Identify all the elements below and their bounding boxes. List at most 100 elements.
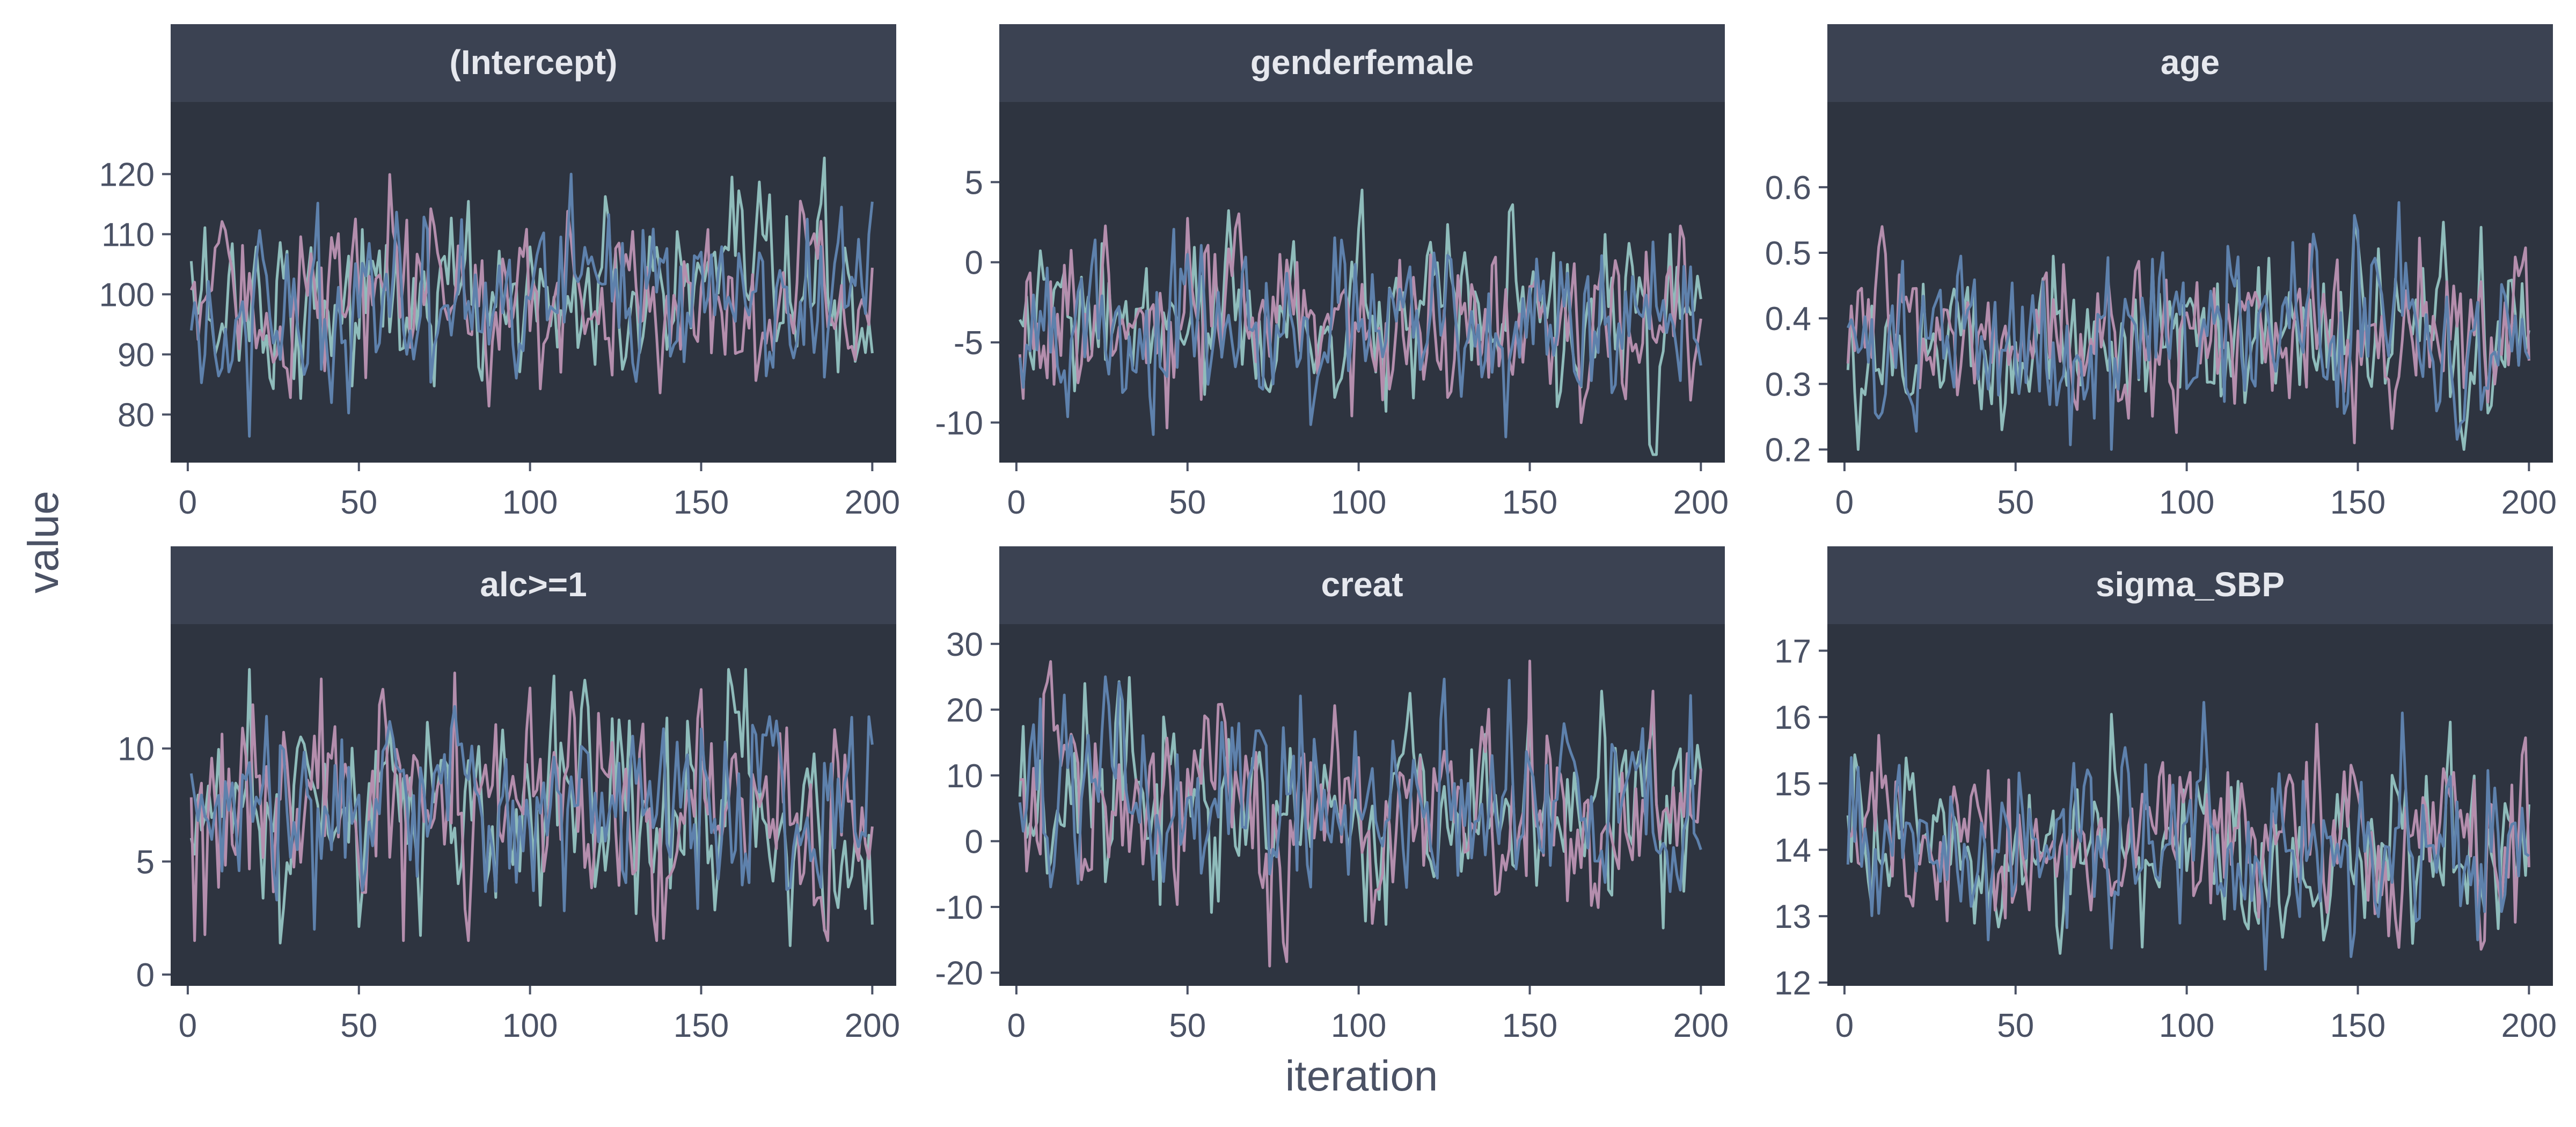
x-tick-label: 150 <box>2330 1007 2385 1044</box>
facet-title: creat <box>1321 565 1403 604</box>
facet-strip <box>171 546 896 624</box>
x-tick-label: 200 <box>2501 484 2557 521</box>
x-tick-label: 0 <box>1007 484 1026 521</box>
y-tick-label: 120 <box>99 156 155 193</box>
chain-3-trace <box>1846 701 2530 971</box>
y-tick-label: 5 <box>965 164 983 201</box>
y-tick-label: 0.2 <box>1765 432 1811 469</box>
x-tick-label: 100 <box>1331 484 1386 521</box>
chain-traces <box>1018 188 1702 456</box>
x-tick-label: 200 <box>1673 484 1729 521</box>
x-tick-label: 0 <box>179 484 197 521</box>
x-tick-label: 200 <box>1673 1007 1729 1044</box>
chain-1-trace <box>189 668 874 947</box>
y-tick-label: 80 <box>118 397 155 434</box>
facet-strip <box>1827 24 2553 102</box>
chain-traces <box>189 668 874 947</box>
y-tick-label: 110 <box>101 216 155 253</box>
x-axis-title: iteration <box>1285 1052 1438 1100</box>
y-axis-title: value <box>19 491 67 593</box>
y-tick-label: 10 <box>118 731 155 768</box>
facet-panel: creat -20 -10 0 10 20 30 0 50 100 150 200 <box>935 546 1729 1044</box>
x-tick-label: 50 <box>340 1007 377 1044</box>
chain-2-trace <box>1847 722 2530 951</box>
y-tick-label: 90 <box>118 336 155 374</box>
y-tick-label: 5 <box>136 844 155 881</box>
facet-strip <box>1827 546 2553 624</box>
y-tick-label: 0 <box>965 823 983 860</box>
x-tick-label: 150 <box>674 1007 729 1044</box>
plot-panel-background <box>1827 102 2553 463</box>
x-tick-label: 150 <box>1502 1007 1557 1044</box>
y-tick-label: 0.4 <box>1765 301 1811 338</box>
x-tick-label: 150 <box>674 484 729 521</box>
plot-panel-background <box>171 624 896 986</box>
y-tick-label: 0.5 <box>1765 235 1811 272</box>
chain-2-trace <box>1846 225 2530 444</box>
x-tick-label: 150 <box>1502 484 1557 521</box>
x-tick-label: 0 <box>1835 484 1854 521</box>
x-tick-label: 100 <box>1331 1007 1386 1044</box>
y-tick-label: 20 <box>946 692 983 729</box>
x-tick-label: 50 <box>1169 484 1206 521</box>
y-tick-label: 0 <box>136 957 155 994</box>
chain-traces <box>1846 201 2530 451</box>
y-tick-label: -10 <box>935 405 983 442</box>
x-tick-label: 100 <box>2159 484 2214 521</box>
chain-traces <box>1846 701 2530 971</box>
facet-title: age <box>2161 43 2220 82</box>
x-tick-label: 50 <box>340 484 377 521</box>
x-tick-label: 200 <box>845 484 900 521</box>
y-tick-label: 30 <box>946 626 983 663</box>
x-tick-label: 150 <box>2330 484 2385 521</box>
x-tick-label: 0 <box>1007 1007 1026 1044</box>
facet-panel: age 0.2 0.3 0.4 0.5 0.6 0 50 100 150 200 <box>1765 24 2557 521</box>
chain-3-trace <box>1846 201 2530 451</box>
x-tick-label: 100 <box>2159 1007 2214 1044</box>
x-tick-label: 0 <box>1835 1007 1854 1044</box>
facet-title: (Intercept) <box>450 43 618 82</box>
y-tick-label: -10 <box>935 889 983 926</box>
chain-3-trace <box>1018 228 1702 438</box>
chain-2-trace <box>189 671 874 942</box>
chain-3-trace <box>1018 675 1702 893</box>
chain-traces <box>1018 660 1702 968</box>
y-tick-label: 0.6 <box>1765 170 1811 207</box>
y-tick-label: 0.3 <box>1765 366 1811 403</box>
chain-1-trace <box>189 156 874 400</box>
facet-title: alc>=1 <box>480 565 587 604</box>
chain-2-trace <box>1018 212 1702 429</box>
chain-3-trace <box>189 705 874 931</box>
y-tick-label: 100 <box>99 276 155 313</box>
plot-panel-background <box>999 624 1725 986</box>
y-tick-label: 14 <box>1774 832 1811 869</box>
x-tick-label: 50 <box>1997 484 2034 521</box>
y-tick-label: -5 <box>954 325 983 362</box>
facet-title: genderfemale <box>1250 43 1474 82</box>
chain-1-trace <box>1846 218 2530 451</box>
facet-strip <box>999 24 1725 102</box>
y-tick-label: 17 <box>1774 633 1811 670</box>
facet-strip <box>171 24 896 102</box>
facet-title: sigma_SBP <box>2096 565 2285 604</box>
chain-traces <box>189 156 874 438</box>
x-tick-label: 200 <box>2501 1007 2557 1044</box>
x-tick-label: 100 <box>502 1007 558 1044</box>
y-tick-label: 0 <box>965 245 983 282</box>
y-tick-label: 12 <box>1774 965 1811 1002</box>
x-tick-label: 0 <box>179 1007 197 1044</box>
chain-1-trace <box>1019 188 1702 456</box>
facet-strip <box>999 546 1725 624</box>
y-tick-label: 15 <box>1774 766 1811 803</box>
x-tick-label: 50 <box>1169 1007 1206 1044</box>
facet-panel: sigma_SBP 12 13 14 15 16 17 0 50 100 150 200 <box>1774 546 2557 1044</box>
chain-2-trace <box>190 173 874 408</box>
y-tick-label: 16 <box>1774 699 1811 736</box>
x-tick-label: 100 <box>502 484 558 521</box>
y-tick-label: 10 <box>946 758 983 795</box>
x-tick-label: 50 <box>1997 1007 2034 1044</box>
